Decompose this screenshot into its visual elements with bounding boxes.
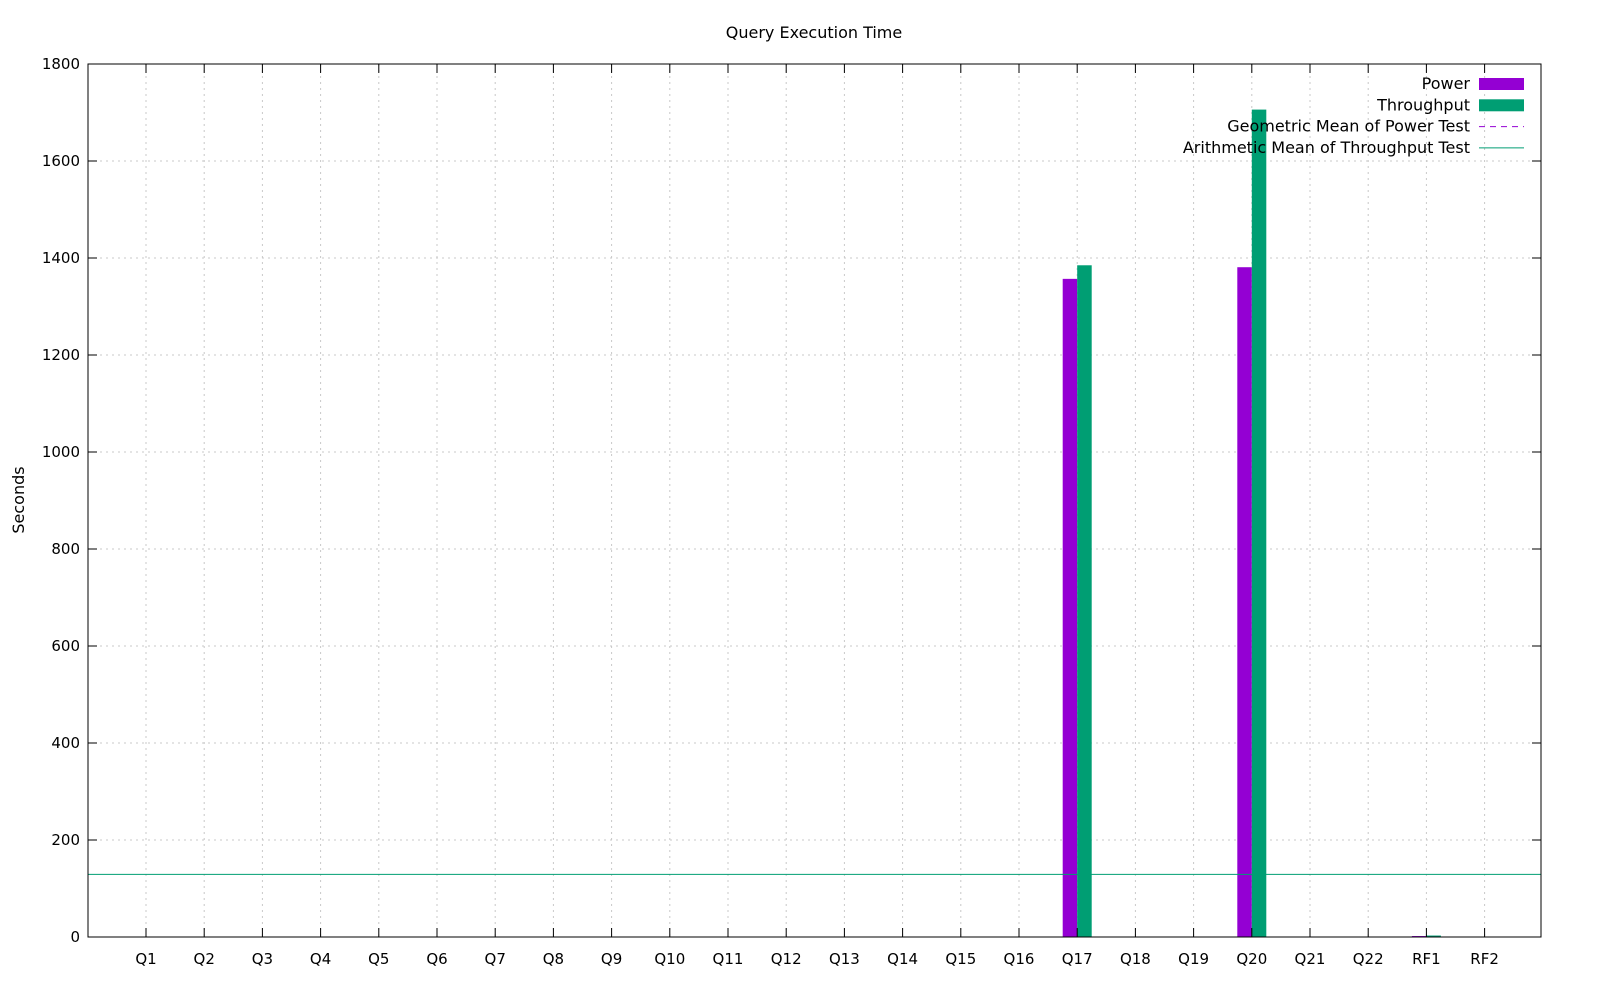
- x-tick-label: Q9: [601, 950, 622, 968]
- y-tick-label: 200: [51, 831, 80, 849]
- x-tick-label: Q4: [310, 950, 331, 968]
- x-tick-label: Q21: [1295, 950, 1326, 968]
- x-tick-label: Q11: [713, 950, 744, 968]
- x-tick-label: Q19: [1178, 950, 1209, 968]
- grid: [88, 64, 1541, 937]
- x-tick-label: Q3: [252, 950, 273, 968]
- x-tick-label: Q18: [1120, 950, 1151, 968]
- legend-swatch: [1479, 78, 1524, 90]
- y-tick-label: 0: [70, 928, 80, 946]
- y-axis-label: Seconds: [9, 466, 28, 533]
- x-tick-label: Q13: [829, 950, 860, 968]
- legend-label: Power: [1422, 74, 1471, 93]
- y-tick-label: 1200: [42, 346, 80, 364]
- x-tick-label: Q20: [1236, 950, 1267, 968]
- legend: Power Throughput Geometric Mean of Power T…: [1183, 74, 1524, 157]
- y-tick-label: 1600: [42, 152, 80, 170]
- bar-throughput-q20: [1251, 109, 1267, 938]
- bar-throughput-rf1: [1426, 935, 1441, 937]
- x-tick-label: Q2: [194, 950, 215, 968]
- x-tick-label: Q8: [543, 950, 564, 968]
- bars: [1062, 109, 1441, 938]
- legend-label: Geometric Mean of Power Test: [1227, 117, 1470, 136]
- bar-power-q20: [1237, 267, 1252, 938]
- y-tick-label: 1800: [42, 55, 80, 73]
- x-tick-label: Q6: [426, 950, 447, 968]
- y-tick-label: 600: [51, 637, 80, 655]
- x-tick-label: Q16: [1004, 950, 1035, 968]
- plot-frame: [87, 63, 1542, 938]
- x-tick-label: Q22: [1353, 950, 1384, 968]
- reference-lines: [88, 873, 1541, 938]
- bar-power-q17: [1062, 278, 1078, 938]
- x-tick-label: Q17: [1062, 950, 1093, 968]
- x-tick-label: Q7: [485, 950, 506, 968]
- y-tick-label: 1000: [42, 443, 80, 461]
- y-tick-label: 1400: [42, 249, 80, 267]
- legend-swatch: [1479, 99, 1524, 112]
- x-tick-label: Q10: [654, 950, 685, 968]
- legend-label: Arithmetic Mean of Throughput Test: [1183, 138, 1470, 157]
- chart-title: Query Execution Time: [726, 23, 902, 42]
- y-tick-label: 800: [51, 540, 80, 558]
- x-tick-label: Q15: [945, 950, 976, 968]
- x-tick-label: RF1: [1412, 950, 1441, 968]
- x-tick-label: Q14: [887, 950, 918, 968]
- x-tick-label: Q12: [771, 950, 802, 968]
- axis-ticks: 0 200 400 600 800 1000 1200 1400 1600 1800 Q1 Q2 Q3 Q…: [42, 55, 1541, 968]
- y-tick-label: 400: [51, 734, 80, 752]
- x-tick-label: Q1: [135, 950, 156, 968]
- legend-label: Throughput: [1376, 95, 1470, 114]
- x-tick-label: RF2: [1470, 950, 1499, 968]
- x-tick-label: Q5: [368, 950, 389, 968]
- bar-throughput-q17: [1077, 265, 1092, 937]
